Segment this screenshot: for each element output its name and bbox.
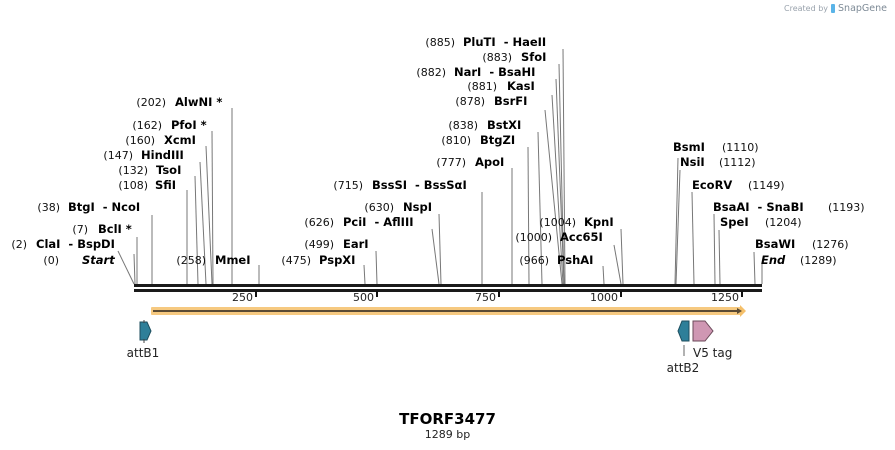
site-pluti: PluTI - HaeII bbox=[463, 35, 546, 49]
feature-label-v5-tag: V5 tag bbox=[693, 346, 732, 360]
site-tsoi: TsoI bbox=[156, 163, 181, 177]
site-pshai: PshAI bbox=[557, 253, 593, 267]
site-bsssi: BssSI - BssSαI bbox=[372, 178, 467, 192]
svg-text:(630): (630) bbox=[364, 201, 394, 214]
site-bsmi: BsmI bbox=[673, 140, 705, 154]
svg-text:(885): (885) bbox=[425, 36, 455, 49]
site-bsrfi: BsrFI bbox=[494, 94, 527, 108]
sequence-length: 1289 bp bbox=[424, 428, 471, 441]
site-labels-right: BsmI (1110) NsiI (1112) EcoRV (1149) Bsa… bbox=[673, 140, 865, 267]
svg-text:(160): (160) bbox=[125, 134, 155, 147]
svg-text:(38): (38) bbox=[37, 201, 60, 214]
site-kpni: KpnI bbox=[584, 215, 614, 229]
svg-text:(1204): (1204) bbox=[765, 216, 802, 229]
site-apoi: ApoI bbox=[475, 155, 504, 169]
site-bsawi: BsaWI bbox=[755, 237, 795, 251]
svg-text:(1000): (1000) bbox=[515, 231, 552, 244]
svg-text:(881): (881) bbox=[467, 80, 497, 93]
feature-label-attb2: attB2 bbox=[667, 361, 700, 375]
svg-text:(1149): (1149) bbox=[748, 179, 785, 192]
svg-text:(147): (147) bbox=[103, 149, 133, 162]
svg-text:(202): (202) bbox=[136, 96, 166, 109]
snapgene-branding: Created by SnapGene bbox=[784, 3, 887, 14]
site-spei: SpeI bbox=[720, 215, 749, 229]
feature-v5-tag[interactable]: V5 tag bbox=[692, 320, 732, 360]
svg-text:(810): (810) bbox=[441, 134, 471, 147]
svg-text:(777): (777) bbox=[436, 156, 466, 169]
snapgene-logo-icon bbox=[831, 4, 836, 13]
site-bcli: BclI * bbox=[98, 222, 132, 236]
svg-text:750: 750 bbox=[475, 291, 496, 304]
site-pcii: PciI - AflIII bbox=[343, 215, 414, 229]
site-nari: NarI - BsaHI bbox=[454, 65, 535, 79]
svg-text:500: 500 bbox=[353, 291, 374, 304]
site-kasi: KasI bbox=[507, 79, 535, 93]
svg-text:(499): (499) bbox=[304, 238, 334, 251]
site-alwni: AlwNI * bbox=[175, 95, 222, 109]
site-btgzi: BtgZI bbox=[480, 133, 515, 147]
svg-text:(162): (162) bbox=[132, 119, 162, 132]
svg-text:(1289): (1289) bbox=[800, 254, 837, 267]
site-nspi: NspI bbox=[403, 200, 432, 214]
site-sfii: SfiI bbox=[155, 178, 176, 192]
site-mmei: MmeI bbox=[215, 253, 251, 267]
snapgene-name: SnapGene bbox=[838, 3, 887, 14]
svg-text:(715): (715) bbox=[333, 179, 363, 192]
site-nsii: NsiI bbox=[680, 155, 705, 169]
ruler: 250 500 750 1000 1250 bbox=[232, 291, 743, 304]
feature-attb2[interactable]: attB2 bbox=[667, 320, 700, 375]
site-acc65i: Acc65I bbox=[560, 230, 603, 244]
svg-text:(2): (2) bbox=[11, 238, 27, 251]
orf-arrow[interactable] bbox=[151, 305, 746, 317]
svg-text:(1004): (1004) bbox=[539, 216, 576, 229]
svg-text:(626): (626) bbox=[304, 216, 334, 229]
sequence-name: TFORF3477 bbox=[399, 410, 496, 428]
svg-text:(878): (878) bbox=[455, 95, 485, 108]
svg-text:(882): (882) bbox=[416, 66, 446, 79]
svg-text:(1110): (1110) bbox=[722, 141, 759, 154]
svg-text:(7): (7) bbox=[72, 223, 88, 236]
feature-attb1[interactable]: attB1 bbox=[127, 320, 160, 360]
site-end: End bbox=[761, 253, 786, 267]
svg-text:(1193): (1193) bbox=[828, 201, 865, 214]
site-ecorv: EcoRV bbox=[692, 178, 732, 192]
svg-text:250: 250 bbox=[232, 291, 253, 304]
site-bstxi: BstXI bbox=[487, 118, 521, 132]
svg-text:1000: 1000 bbox=[590, 291, 618, 304]
site-labels-left: (0) Start (2) ClaI - BspDI (7) BclI * (3… bbox=[11, 35, 613, 267]
site-eari: EarI bbox=[343, 237, 369, 251]
svg-text:(475): (475) bbox=[281, 254, 311, 267]
site-pfoi: PfoI * bbox=[171, 118, 207, 132]
site-clai: ClaI - BspDI bbox=[36, 237, 115, 251]
svg-text:(108): (108) bbox=[118, 179, 148, 192]
site-lines bbox=[117, 48, 763, 285]
svg-text:(838): (838) bbox=[448, 119, 478, 132]
site-xcmi: XcmI bbox=[164, 133, 196, 147]
svg-text:(1112): (1112) bbox=[719, 156, 756, 169]
svg-text:(132): (132) bbox=[118, 164, 148, 177]
site-pspxi: PspXI bbox=[319, 253, 355, 267]
site-sfoi: SfoI bbox=[521, 50, 546, 64]
site-btgi: BtgI - NcoI bbox=[68, 200, 140, 214]
svg-text:1250: 1250 bbox=[711, 291, 739, 304]
feature-label-attb1: attB1 bbox=[127, 346, 160, 360]
svg-text:(258): (258) bbox=[176, 254, 206, 267]
svg-text:(883): (883) bbox=[482, 51, 512, 64]
svg-text:(1276): (1276) bbox=[812, 238, 849, 251]
sequence-backbone bbox=[134, 284, 762, 292]
site-hindiii: HindIII bbox=[141, 148, 184, 162]
site-start: Start bbox=[82, 253, 115, 267]
created-by-label: Created by bbox=[784, 4, 829, 13]
svg-text:(966): (966) bbox=[519, 254, 549, 267]
site-bsaai: BsaAI - SnaBI bbox=[713, 200, 804, 214]
svg-text:(0): (0) bbox=[43, 254, 59, 267]
